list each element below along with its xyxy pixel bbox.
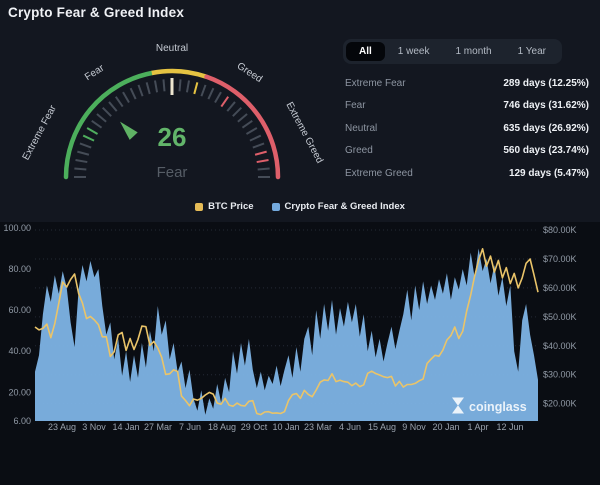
svg-text:1 Apr: 1 Apr: [467, 422, 488, 432]
gauge-arc-green: [63, 70, 155, 180]
stat-row: Extreme Greed 129 days (5.47%): [345, 162, 589, 185]
svg-text:29 Oct: 29 Oct: [241, 422, 268, 432]
page-title: Crypto Fear & Greed Index: [8, 5, 185, 20]
legend-label: Crypto Fear & Greed Index: [284, 201, 405, 212]
stat-row: Neutral 635 days (26.92%): [345, 117, 589, 140]
gauge-value: 26: [158, 122, 187, 152]
stat-label: Neutral: [345, 122, 378, 134]
legend-swatch: [271, 202, 280, 211]
svg-text:20 Jan: 20 Jan: [432, 422, 459, 432]
watermark-text: coinglass: [469, 400, 527, 414]
svg-text:15 Aug: 15 Aug: [368, 422, 396, 432]
legend-item[interactable]: BTC Price: [195, 201, 254, 212]
fear-greed-area-series: [35, 248, 538, 421]
fear-greed-gauge: Extreme Fear Fear Neutral Greed Extreme Gree…: [21, 43, 325, 181]
svg-text:$80.00K: $80.00K: [543, 225, 577, 235]
svg-text:$50.00K: $50.00K: [543, 312, 577, 322]
stat-label: Fear: [345, 100, 366, 112]
svg-text:$40.00K: $40.00K: [543, 341, 577, 351]
svg-text:7 Jun: 7 Jun: [179, 422, 201, 432]
svg-text:18 Aug: 18 Aug: [208, 422, 236, 432]
svg-text:$20.00K: $20.00K: [543, 399, 577, 409]
svg-text:27 Mar: 27 Mar: [144, 422, 172, 432]
gauge-zone-label: Greed: [235, 61, 264, 85]
stat-label: Extreme Fear: [345, 77, 406, 89]
svg-text:20.00: 20.00: [8, 387, 31, 397]
stat-value: 289 days (12.25%): [503, 77, 589, 89]
svg-text:4 Jun: 4 Jun: [339, 422, 361, 432]
tab-1-month[interactable]: 1 month: [442, 42, 504, 61]
chart-section: 100.00 80.00 60.00 40.00 20.00 6.00 $80.00K $7…: [0, 222, 600, 485]
gauge-arc-red: [204, 74, 281, 180]
legend-label: BTC Price: [208, 201, 254, 212]
coinglass-watermark: coinglass: [452, 397, 527, 414]
svg-text:40.00: 40.00: [8, 346, 31, 356]
stat-value: 746 days (31.62%): [503, 100, 589, 112]
gauge-zone-label: Fear: [83, 62, 107, 83]
gauge-zone-label: Extreme Greed: [283, 100, 325, 165]
legend-swatch: [195, 202, 204, 211]
legend-item[interactable]: Crypto Fear & Greed Index: [271, 201, 405, 212]
stat-row: Extreme Fear 289 days (12.25%): [345, 72, 589, 95]
svg-text:9 Nov: 9 Nov: [402, 422, 426, 432]
stat-row: Greed 560 days (23.74%): [345, 140, 589, 163]
svg-text:12 Jun: 12 Jun: [496, 422, 523, 432]
x-axis-labels: 23 Aug 3 Nov 14 Jan 27 Mar 7 Jun 18 Aug 29 Oct…: [48, 422, 524, 432]
svg-text:100.00: 100.00: [3, 223, 31, 233]
svg-text:10 Jan: 10 Jan: [272, 422, 299, 432]
svg-text:60.00: 60.00: [8, 305, 31, 315]
right-axis-labels: $80.00K $70.00K $60.00K $50.00K $40.00K $30.0…: [543, 225, 577, 409]
gauge-zone-label: Extreme Fear: [21, 103, 59, 162]
stat-label: Extreme Greed: [345, 167, 413, 179]
tab-1-week[interactable]: 1 week: [385, 42, 443, 61]
btc-price-line-series: [34, 248, 539, 416]
gauge-needle: [120, 121, 138, 140]
stats-table: Extreme Fear 289 days (12.25%) Fear 746 day…: [345, 72, 589, 185]
svg-text:6.00: 6.00: [13, 416, 31, 426]
main-chart[interactable]: 100.00 80.00 60.00 40.00 20.00 6.00 $80.00K $7…: [0, 222, 600, 446]
svg-text:14 Jan: 14 Jan: [112, 422, 139, 432]
tab-1-year[interactable]: 1 Year: [505, 42, 559, 61]
time-range-tabs: All 1 week 1 month 1 Year: [343, 39, 562, 64]
stat-value: 635 days (26.92%): [503, 122, 589, 134]
left-axis-labels: 100.00 80.00 60.00 40.00 20.00 6.00: [3, 223, 31, 426]
svg-text:3 Nov: 3 Nov: [82, 422, 106, 432]
svg-text:23 Mar: 23 Mar: [304, 422, 332, 432]
svg-text:23 Aug: 23 Aug: [48, 422, 76, 432]
svg-text:$70.00K: $70.00K: [543, 254, 577, 264]
gauge-value-text: Fear: [157, 164, 188, 181]
stat-value: 560 days (23.74%): [503, 145, 589, 157]
gauge-ticks: [74, 78, 270, 178]
gauge-zone-label: Neutral: [156, 43, 188, 54]
stat-value: 129 days (5.47%): [508, 167, 589, 179]
svg-text:$60.00K: $60.00K: [543, 283, 577, 293]
coinglass-logo-icon: [452, 397, 464, 414]
svg-text:80.00: 80.00: [8, 264, 31, 274]
stat-row: Fear 746 days (31.62%): [345, 95, 589, 118]
gauge-arc-yellow: [151, 68, 208, 79]
svg-text:$30.00K: $30.00K: [543, 370, 577, 380]
chart-legend: BTC Price Crypto Fear & Greed Index: [0, 201, 600, 212]
tab-all[interactable]: All: [346, 42, 385, 61]
stat-label: Greed: [345, 145, 373, 157]
